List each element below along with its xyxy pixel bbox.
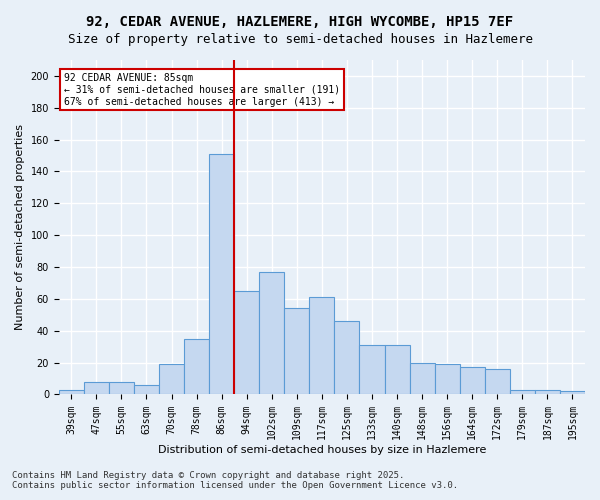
Bar <box>535 390 560 394</box>
X-axis label: Distribution of semi-detached houses by size in Hazlemere: Distribution of semi-detached houses by … <box>158 445 486 455</box>
Bar <box>485 369 510 394</box>
Bar <box>359 345 385 395</box>
Bar <box>460 368 485 394</box>
Y-axis label: Number of semi-detached properties: Number of semi-detached properties <box>15 124 25 330</box>
Bar <box>234 291 259 395</box>
Bar <box>284 308 310 394</box>
Text: Size of property relative to semi-detached houses in Hazlemere: Size of property relative to semi-detach… <box>67 32 533 46</box>
Text: 92 CEDAR AVENUE: 85sqm
← 31% of semi-detached houses are smaller (191)
67% of se: 92 CEDAR AVENUE: 85sqm ← 31% of semi-det… <box>64 74 340 106</box>
Bar <box>410 362 434 394</box>
Bar <box>385 345 410 395</box>
Bar <box>259 272 284 394</box>
Bar <box>184 338 209 394</box>
Text: Contains HM Land Registry data © Crown copyright and database right 2025.
Contai: Contains HM Land Registry data © Crown c… <box>12 470 458 490</box>
Bar <box>434 364 460 394</box>
Bar <box>510 390 535 394</box>
Bar <box>310 298 334 394</box>
Bar <box>59 390 84 394</box>
Bar <box>159 364 184 394</box>
Text: 92, CEDAR AVENUE, HAZLEMERE, HIGH WYCOMBE, HP15 7EF: 92, CEDAR AVENUE, HAZLEMERE, HIGH WYCOMB… <box>86 15 514 29</box>
Bar <box>209 154 234 394</box>
Bar <box>334 321 359 394</box>
Bar <box>84 382 109 394</box>
Bar <box>560 392 585 394</box>
Bar <box>134 385 159 394</box>
Bar <box>109 382 134 394</box>
